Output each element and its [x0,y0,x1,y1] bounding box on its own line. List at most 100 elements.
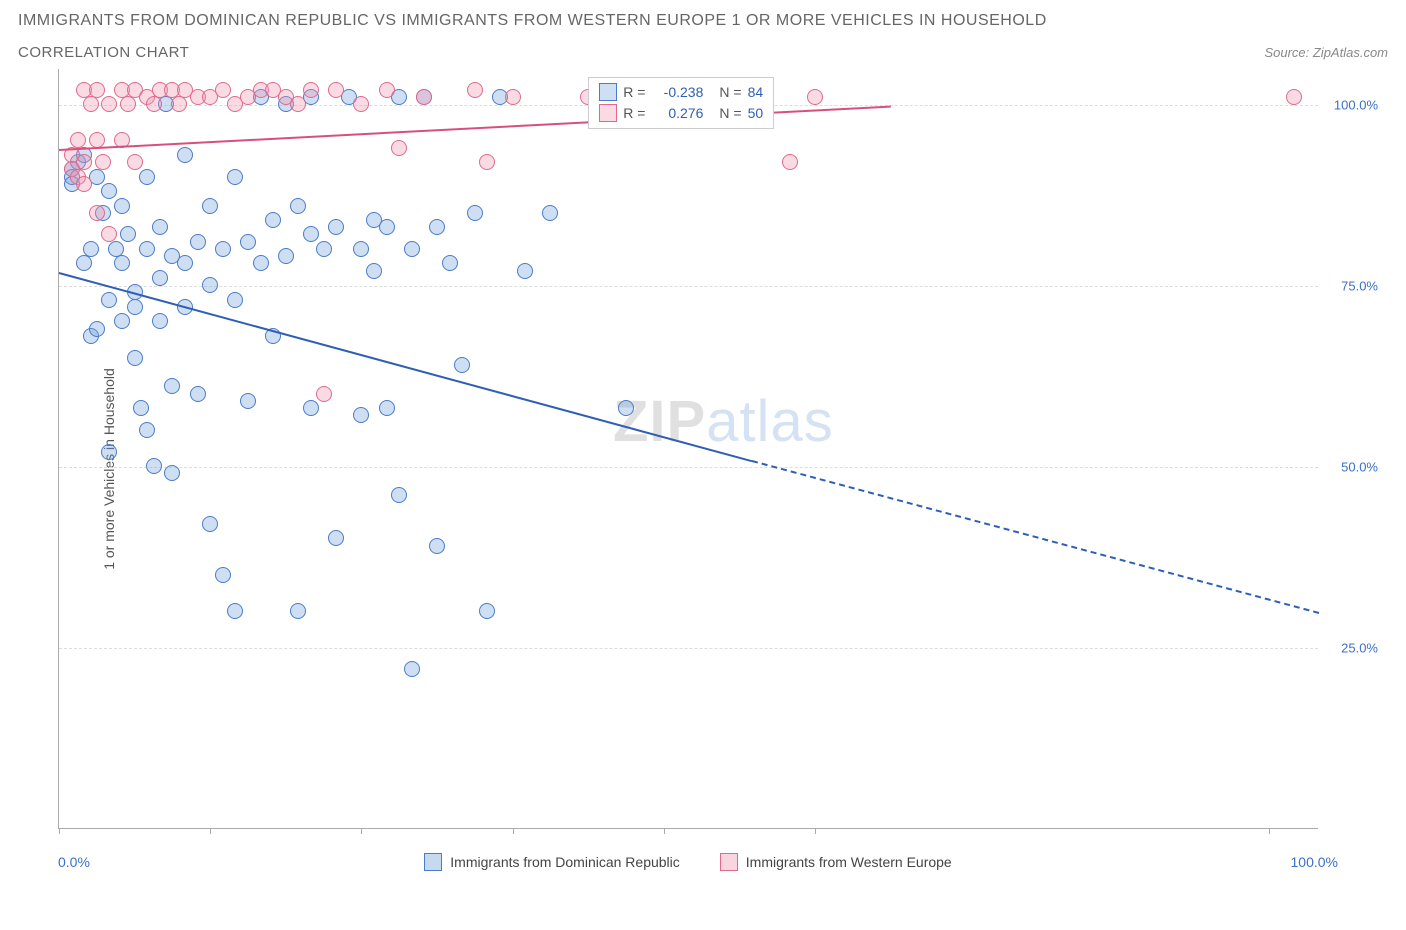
x-tick [210,828,211,834]
chart-title: IMMIGRANTS FROM DOMINICAN REPUBLIC VS IM… [18,12,1388,30]
data-point [328,219,344,235]
data-point [379,400,395,416]
data-point [303,226,319,242]
data-point [146,96,162,112]
data-point [807,89,823,105]
data-point [101,226,117,242]
data-point [303,82,319,98]
subtitle-row: CORRELATION CHART Source: ZipAtlas.com [18,44,1388,61]
legend-item: Immigrants from Western Europe [720,853,952,871]
data-point [353,407,369,423]
data-point [454,357,470,373]
x-axis-row: 0.0% Immigrants from Dominican RepublicI… [58,853,1318,871]
data-point [215,241,231,257]
data-point [101,183,117,199]
data-point [316,386,332,402]
data-point [618,400,634,416]
corr-n-label: N = [719,82,741,103]
corr-r-label: R = [623,103,645,124]
data-point [227,292,243,308]
data-point [316,241,332,257]
data-point [177,147,193,163]
gridline [59,648,1318,649]
data-point [171,96,187,112]
data-point [133,400,149,416]
data-point [139,169,155,185]
legend-swatch [599,104,617,122]
data-point [76,255,92,271]
data-point [404,661,420,677]
corr-r-value: 0.276 [651,103,703,124]
chart-subtitle: CORRELATION CHART [18,44,189,61]
data-point [83,241,99,257]
legend-item: Immigrants from Dominican Republic [424,853,680,871]
data-point [290,96,306,112]
data-point [139,241,155,257]
data-point [391,487,407,503]
scatter-plot: ZIPatlas 25.0%50.0%75.0%100.0%R =-0.238N… [58,69,1318,829]
data-point [278,248,294,264]
corr-r-value: -0.238 [651,82,703,103]
data-point [89,82,105,98]
x-axis-min-label: 0.0% [58,854,90,870]
data-point [190,386,206,402]
legend-swatch [599,83,617,101]
data-point [114,255,130,271]
gridline [59,467,1318,468]
data-point [164,378,180,394]
data-point [479,603,495,619]
data-point [146,458,162,474]
data-point [89,205,105,221]
data-point [139,422,155,438]
legend-swatch [720,853,738,871]
data-point [152,219,168,235]
data-point [253,255,269,271]
data-point [76,176,92,192]
data-point [152,270,168,286]
watermark: ZIPatlas [613,388,834,455]
data-point [542,205,558,221]
data-point [328,82,344,98]
data-point [429,538,445,554]
data-point [70,132,86,148]
data-point [404,241,420,257]
trend-line [59,272,753,462]
x-tick [59,828,60,834]
data-point [227,603,243,619]
y-tick-label: 100.0% [1334,98,1378,113]
x-tick [815,828,816,834]
data-point [89,321,105,337]
correlation-box: R = -0.238 N = 84R = 0.276 N = 50 [588,77,774,129]
data-point [127,154,143,170]
corr-n-value: 50 [748,103,764,124]
data-point [101,444,117,460]
legend: Immigrants from Dominican Republic Immigr… [424,853,951,871]
data-point [190,234,206,250]
data-point [164,465,180,481]
data-point [114,313,130,329]
correlation-row: R = 0.276 N = 50 [599,103,763,124]
data-point [328,530,344,546]
data-point [379,82,395,98]
x-axis-max-label: 100.0% [1291,854,1338,870]
corr-n-value: 84 [748,82,764,103]
gridline [59,286,1318,287]
y-tick-label: 25.0% [1341,641,1378,656]
source-citation: Source: ZipAtlas.com [1264,45,1388,60]
data-point [290,603,306,619]
data-point [366,263,382,279]
data-point [353,96,369,112]
data-point [152,313,168,329]
x-tick [361,828,362,834]
legend-label: Immigrants from Dominican Republic [450,854,680,870]
data-point [265,212,281,228]
correlation-row: R =-0.238N =84 [599,82,763,103]
data-point [467,82,483,98]
data-point [290,198,306,214]
data-point [505,89,521,105]
y-tick-label: 75.0% [1341,279,1378,294]
data-point [120,96,136,112]
data-point [120,226,136,242]
corr-n-label: N = [719,103,741,124]
data-point [416,89,432,105]
